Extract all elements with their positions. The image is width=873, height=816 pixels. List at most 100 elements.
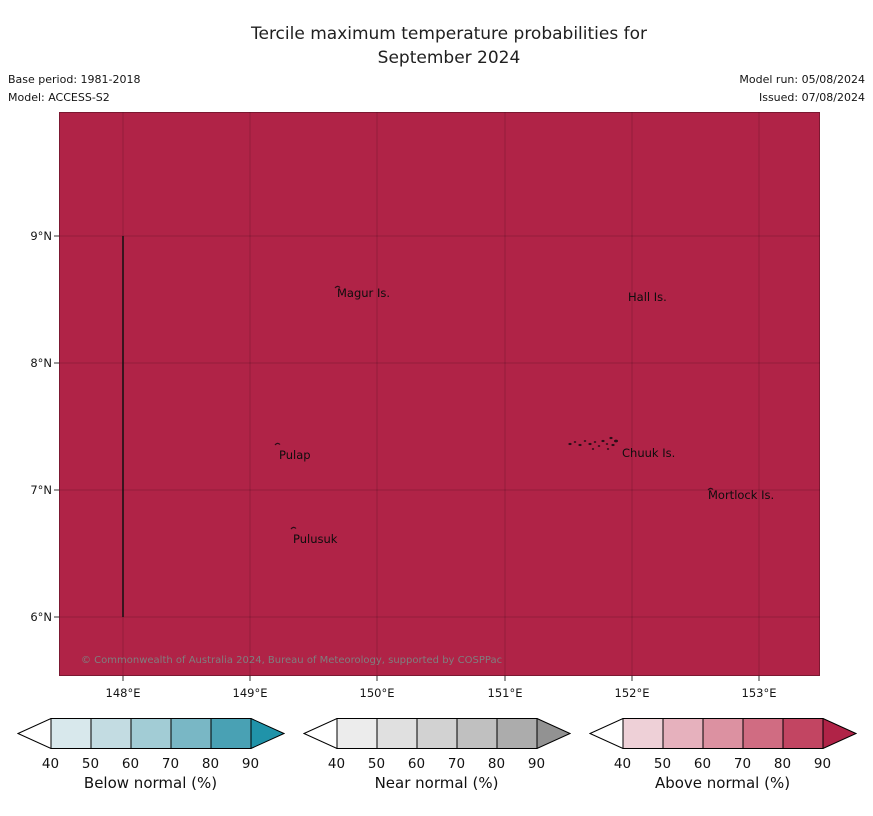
colorbar-tick: 90 xyxy=(527,756,546,772)
islet-mark xyxy=(274,442,281,446)
colorbar-ticks: 40 50 60 70 80 90 xyxy=(303,753,571,774)
place-label-pulap: Pulap xyxy=(279,448,311,462)
colorbar-tick: 80 xyxy=(201,756,220,772)
figure-title: Tercile maximum temperature probabilitie… xyxy=(59,22,839,70)
islet xyxy=(591,448,595,450)
colorbar-tick: 40 xyxy=(327,756,346,772)
islet xyxy=(605,443,609,445)
colorbar-title: Above normal (%) xyxy=(654,774,791,792)
colorbar-segment xyxy=(336,718,377,749)
lon-label-153-e: 153°E xyxy=(741,686,777,700)
lat-label-9-n: 9°N xyxy=(30,229,52,243)
islet-mark xyxy=(290,526,297,530)
colorbar-ticks: 40 50 60 70 80 90 xyxy=(589,753,857,774)
lon-label-148-e: 148°E xyxy=(105,686,141,700)
colorbar-segment xyxy=(782,718,823,749)
islet xyxy=(614,439,618,443)
colorbar-tick: 40 xyxy=(41,756,60,772)
colorbar-title: Below normal (%) xyxy=(83,774,218,792)
map-frame xyxy=(59,112,820,676)
colorbar-segment xyxy=(416,718,457,749)
colorbar-tick: 50 xyxy=(367,756,386,772)
colorbar-below-normal: 40 50 60 70 80 90 Below normal (%) xyxy=(16,717,285,792)
colorbar-over-arrow xyxy=(536,717,571,750)
map-plot: Magur Is. Hall Is. Pulap Chuuk Is. Mortlock … xyxy=(54,112,820,681)
lat-label-7-n: 7°N xyxy=(30,483,52,497)
map-geometry xyxy=(54,112,820,681)
colorbar-above-normal: 40 50 60 70 80 90 Above normal (%) xyxy=(588,717,857,792)
colorbar-bar xyxy=(302,717,571,750)
place-label-chuuk-is: Chuuk Is. xyxy=(622,446,676,460)
copyright-text: © Commonwealth of Australia 2024, Bureau… xyxy=(81,655,503,666)
lon-label-150-e: 150°E xyxy=(359,686,395,700)
islet xyxy=(609,436,613,440)
lon-label-152-e: 152°E xyxy=(614,686,650,700)
colorbar-tick: 90 xyxy=(813,756,832,772)
lat-label-6-n: 6°N xyxy=(30,610,52,624)
title-line-2: September 2024 xyxy=(377,48,521,69)
islet-mark xyxy=(334,285,341,289)
colorbar-tick: 70 xyxy=(447,756,466,772)
meta-left: Base period: 1981-2018 Model: ACCESS-S2 xyxy=(8,71,140,106)
colorbar-tick: 60 xyxy=(121,756,140,772)
islet xyxy=(597,445,601,447)
colorbar-tick: 40 xyxy=(613,756,632,772)
meta-right: Model run: 05/08/2024 Issued: 07/08/2024 xyxy=(739,71,865,106)
islet xyxy=(573,441,577,443)
lon-label-151-e: 151°E xyxy=(487,686,523,700)
base-period-text: Base period: 1981-2018 xyxy=(8,73,141,86)
colorbar-segment xyxy=(210,718,251,749)
colorbar-ticks: 40 50 60 70 80 90 xyxy=(17,753,285,774)
colorbar-tick: 60 xyxy=(693,756,712,772)
islet xyxy=(601,439,605,443)
colorbar-under-arrow xyxy=(302,717,337,750)
colorbar-segment xyxy=(376,718,417,749)
colorbar-segment xyxy=(170,718,211,749)
colorbar-tick: 60 xyxy=(407,756,426,772)
colorbar-under-arrow xyxy=(588,717,623,750)
colorbar-segment xyxy=(456,718,497,749)
colorbar-segment xyxy=(742,718,783,749)
colorbar-legends: 40 50 60 70 80 90 Below normal (%) 40 50 60 70 80 90… xyxy=(0,717,873,792)
colorbar-bar xyxy=(16,717,285,750)
islet xyxy=(606,448,610,450)
colorbar-segment xyxy=(622,718,663,749)
title-line-1: Tercile maximum temperature probabilitie… xyxy=(250,24,647,44)
model-text: Model: ACCESS-S2 xyxy=(8,90,110,104)
issued-text: Issued: 07/08/2024 xyxy=(758,90,865,104)
colorbar-segment xyxy=(50,718,91,749)
colorbar-tick: 70 xyxy=(161,756,180,772)
colorbar-segment xyxy=(496,718,537,749)
colorbar-tick: 50 xyxy=(653,756,672,772)
islet xyxy=(583,440,587,442)
colorbar-segment xyxy=(662,718,703,749)
colorbar-segment xyxy=(130,718,171,749)
colorbar-segment xyxy=(702,718,743,749)
colorbar-segment xyxy=(90,718,131,749)
colorbar-tick: 50 xyxy=(81,756,100,772)
place-label-hall-is: Hall Is. xyxy=(628,290,667,304)
islet xyxy=(578,443,582,447)
colorbar-over-arrow xyxy=(822,717,857,750)
islet xyxy=(611,443,615,447)
colorbar-under-arrow xyxy=(16,717,51,750)
colorbar-tick: 90 xyxy=(241,756,260,772)
islet xyxy=(593,441,597,443)
colorbar-tick: 80 xyxy=(773,756,792,772)
colorbar-over-arrow xyxy=(250,717,285,750)
islet xyxy=(588,442,592,446)
place-label-magur-is: Magur Is. xyxy=(337,286,390,300)
colorbar-near-normal: 40 50 60 70 80 90 Near normal (%) xyxy=(302,717,571,792)
colorbar-tick: 70 xyxy=(733,756,752,772)
colorbar-bar xyxy=(588,717,857,750)
place-label-mortlock-is: Mortlock Is. xyxy=(708,488,775,502)
colorbar-title: Near normal (%) xyxy=(374,774,499,792)
latitude-axis: 9°N 8°N 7°N 6°N xyxy=(0,112,52,676)
lat-label-8-n: 8°N xyxy=(30,356,52,370)
place-label-pulusuk: Pulusuk xyxy=(293,532,338,546)
longitude-axis: 148°E 149°E 150°E 151°E 152°E 153°E xyxy=(59,684,820,702)
islet-mark xyxy=(707,487,714,491)
model-run-text: Model run: 05/08/2024 xyxy=(739,73,865,86)
lon-label-149-e: 149°E xyxy=(232,686,268,700)
